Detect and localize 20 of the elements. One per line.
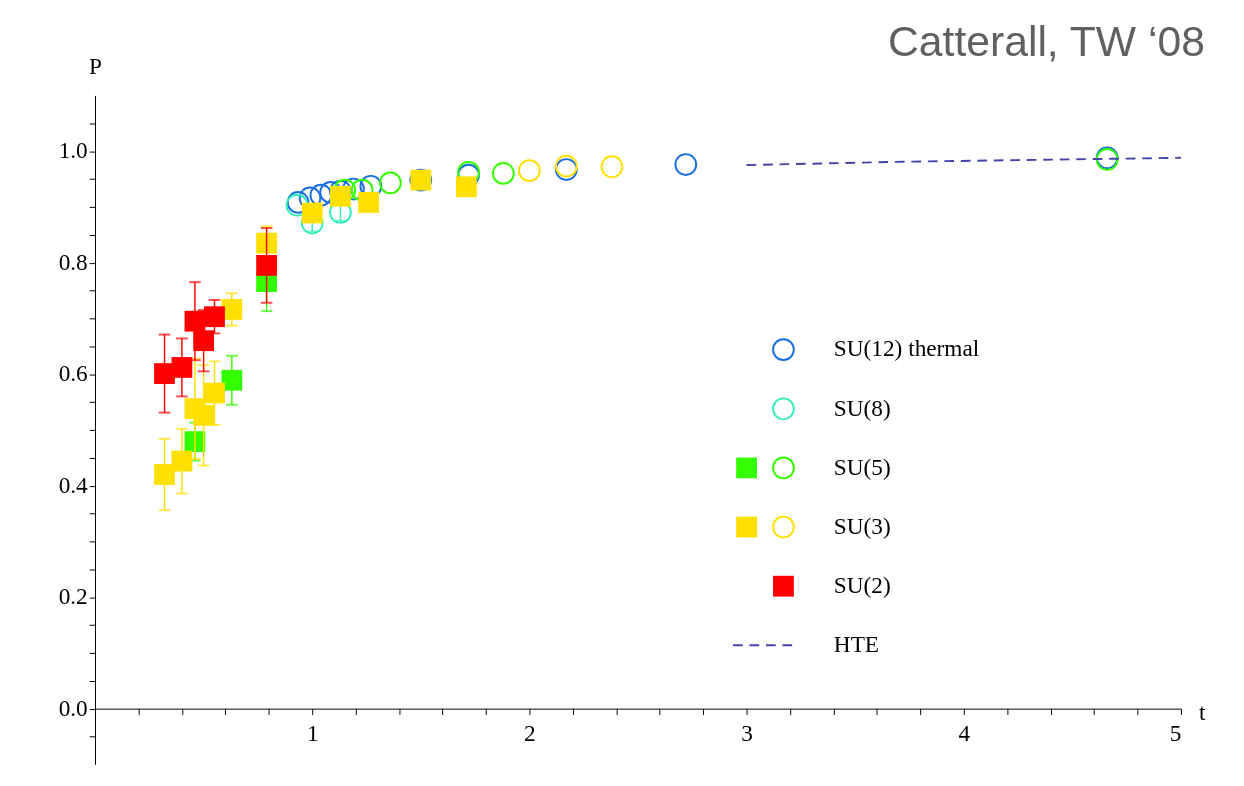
x-tick-label: 3 [741, 720, 753, 747]
legend-label: HTE [833, 631, 880, 658]
x-tick-label: 4 [958, 720, 971, 747]
x-tick-label: 1 [306, 720, 319, 747]
x-tick-label: 5 [1169, 720, 1182, 747]
legend-label: SU(2) [833, 571, 891, 598]
chart-title: Catterall, TW ‘08 [888, 16, 1205, 65]
legend-label: SU(3) [833, 512, 891, 539]
x-axis-title: t [1198, 698, 1206, 725]
y-axis-title: P [89, 52, 102, 79]
legend-label: SU(12) thermal [833, 335, 980, 362]
y-tick-label: 0.0 [58, 694, 88, 721]
y-tick-label: 0.8 [58, 248, 88, 275]
legend-label: SU(8) [833, 394, 891, 421]
y-tick-label: 0.2 [58, 583, 88, 610]
y-tick-label: 0.4 [58, 471, 89, 498]
y-tick-label: 0.6 [58, 360, 88, 387]
legend-label: SU(5) [833, 453, 891, 480]
x-tick-label: 2 [524, 720, 536, 747]
y-tick-label: 1.0 [58, 137, 88, 164]
